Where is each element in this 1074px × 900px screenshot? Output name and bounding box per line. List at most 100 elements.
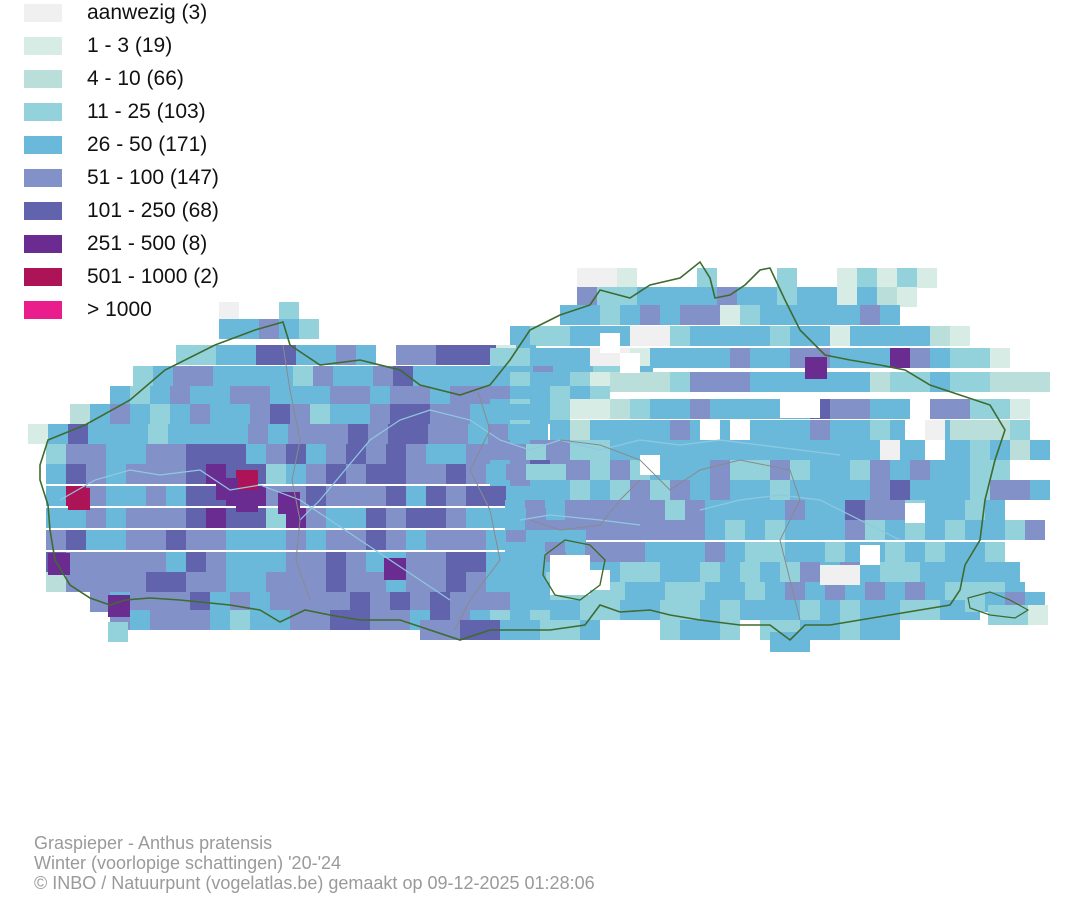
grid-cell xyxy=(126,444,146,464)
grid-cell xyxy=(366,530,386,550)
grid-cell xyxy=(210,404,230,424)
grid-cell xyxy=(877,287,897,307)
grid-cell xyxy=(366,464,386,484)
grid-cell xyxy=(650,372,670,392)
grid-cell xyxy=(610,480,630,500)
grid-cell xyxy=(226,572,246,592)
grid-cell xyxy=(880,620,900,640)
grid-cell xyxy=(490,404,510,424)
grid-cell xyxy=(126,530,146,550)
grid-cell xyxy=(910,348,930,368)
grid-cell xyxy=(330,592,350,612)
grid-cell xyxy=(677,287,697,307)
legend-item: 51 - 100 (147) xyxy=(24,163,219,193)
grid-cell-empty xyxy=(570,555,590,575)
grid-cell xyxy=(650,480,670,500)
grid-cell xyxy=(450,404,470,424)
grid-cell xyxy=(430,592,450,612)
grid-cell xyxy=(640,562,660,582)
legend-item: 501 - 1000 (2) xyxy=(24,262,219,292)
grid-cell xyxy=(1010,480,1030,500)
grid-cell xyxy=(990,420,1010,440)
grid-cell xyxy=(750,440,770,460)
grid-cell xyxy=(266,464,286,484)
grid-cell xyxy=(46,572,66,592)
grid-cell xyxy=(660,600,680,620)
grid-cell xyxy=(66,444,86,464)
grid-cell xyxy=(710,372,730,392)
grid-cell xyxy=(670,460,690,480)
grid-cell xyxy=(310,386,330,406)
grid-cell xyxy=(530,326,550,346)
grid-cell xyxy=(585,500,605,520)
grid-cell xyxy=(219,302,239,322)
grid-cell xyxy=(605,500,625,520)
grid-cell xyxy=(346,486,366,506)
grid-cell xyxy=(148,424,168,444)
grid-cell xyxy=(620,562,640,582)
grid-cell xyxy=(825,500,845,520)
province-border xyxy=(529,479,641,531)
grid-cell xyxy=(897,287,917,307)
grid-cell-empty xyxy=(840,565,860,585)
grid-cell-empty xyxy=(880,440,900,460)
grid-cell xyxy=(920,562,940,582)
grid-cell xyxy=(86,572,106,592)
grid-cell xyxy=(166,486,186,506)
grid-cell xyxy=(310,404,330,424)
grid-cell xyxy=(228,424,248,444)
grid-cell xyxy=(306,530,326,550)
legend-swatch xyxy=(24,136,62,154)
grid-cell xyxy=(665,542,685,562)
grid-cell xyxy=(730,348,750,368)
grid-cell xyxy=(506,572,526,592)
grid-cell xyxy=(246,572,266,592)
grid-cell xyxy=(1010,399,1030,419)
grid-cell xyxy=(196,345,216,365)
grid-cell xyxy=(210,386,230,406)
grid-cell xyxy=(970,480,990,500)
grid-cell xyxy=(1010,420,1030,440)
grid-cell xyxy=(390,386,410,406)
grid-cell xyxy=(286,572,306,592)
grid-cell xyxy=(190,404,210,424)
grid-cell xyxy=(266,552,286,572)
grid-cell xyxy=(426,464,446,484)
grid-cell xyxy=(250,610,270,630)
grid-cell xyxy=(670,420,690,440)
grid-cell xyxy=(550,326,570,346)
grid-cell xyxy=(106,508,126,528)
grid-cell xyxy=(850,348,870,368)
grid-cell xyxy=(730,399,750,419)
grid-cell xyxy=(925,500,945,520)
grid-cell xyxy=(700,562,720,582)
legend-swatch xyxy=(24,301,62,319)
grid-cell xyxy=(206,444,226,464)
credits: Graspieper - Anthus pratensis Winter (vo… xyxy=(34,833,595,893)
grid-cell xyxy=(817,287,837,307)
grid-cell xyxy=(810,440,830,460)
grid-cell xyxy=(290,404,310,424)
legend-swatch xyxy=(24,103,62,121)
grid-cell xyxy=(168,424,188,444)
grid-cell xyxy=(770,326,790,346)
grid-cell xyxy=(760,562,780,582)
grid-cell xyxy=(560,305,580,325)
grid-cell xyxy=(570,399,590,419)
grid-cell xyxy=(250,386,270,406)
source-caption: © INBO / Natuurpunt (vogelatlas.be) gema… xyxy=(34,873,595,893)
grid-cell xyxy=(390,404,410,424)
grid-cell xyxy=(346,464,366,484)
grid-cell xyxy=(290,386,310,406)
grid-cell xyxy=(406,464,426,484)
grid-cell xyxy=(166,552,186,572)
grid-cell xyxy=(610,399,630,419)
grid-cell xyxy=(388,424,408,444)
grid-cell xyxy=(725,542,745,562)
grid-cell xyxy=(580,600,600,620)
legend-label: 11 - 25 (103) xyxy=(87,100,206,123)
grid-cell xyxy=(346,530,366,550)
grid-cell xyxy=(830,399,850,419)
grid-cell xyxy=(286,552,306,572)
grid-cell xyxy=(1010,440,1030,460)
